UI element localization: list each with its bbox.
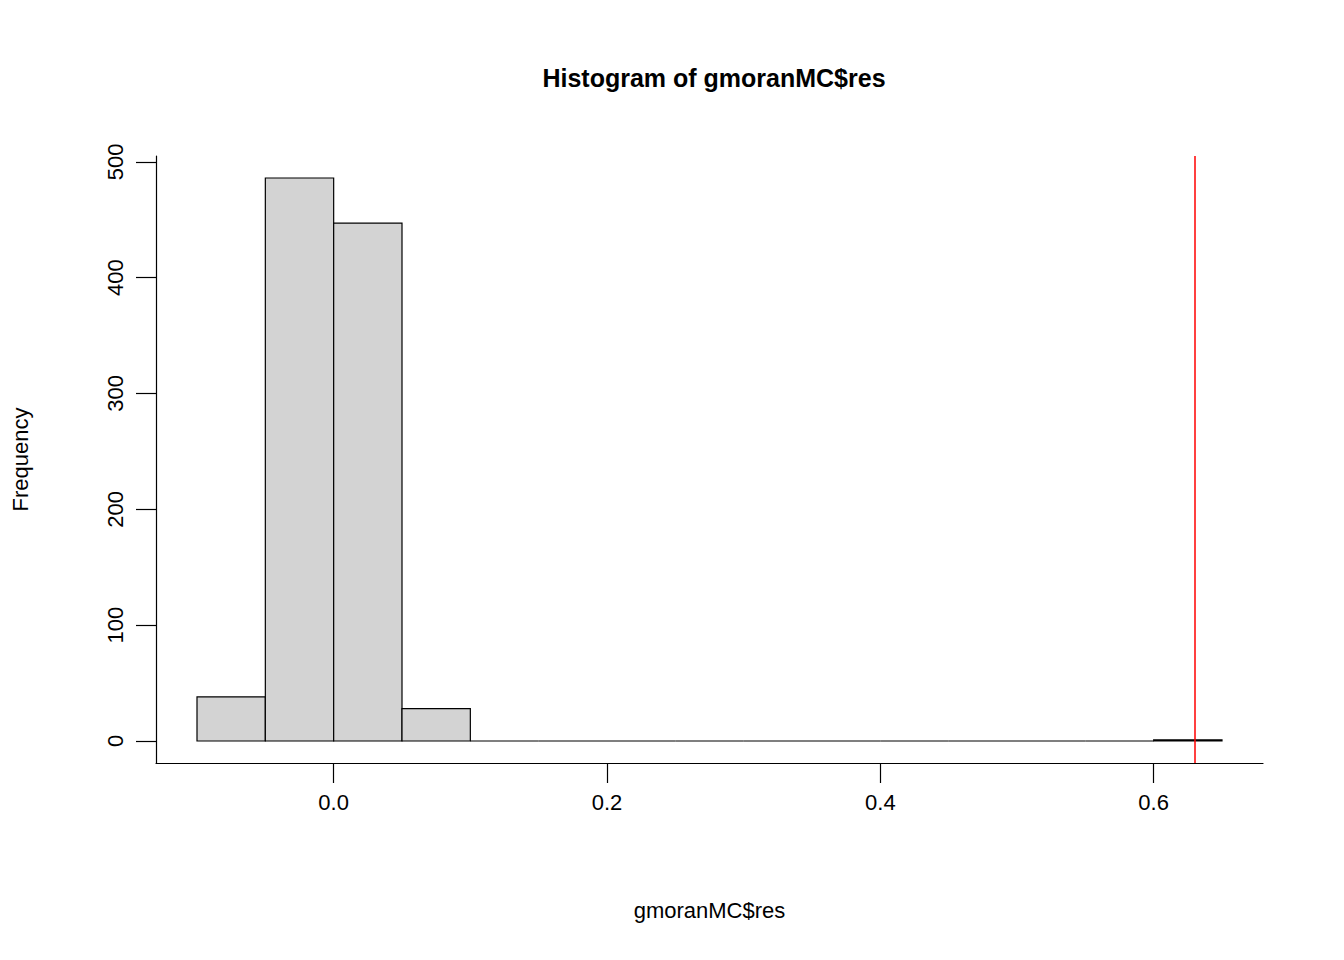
svg-text:0.6: 0.6 [1138,790,1169,815]
svg-text:0.2: 0.2 [592,790,623,815]
svg-text:400: 400 [103,259,128,296]
svg-text:Histogram of gmoranMC$res: Histogram of gmoranMC$res [542,64,885,92]
svg-text:Frequency: Frequency [8,408,33,512]
svg-text:200: 200 [103,491,128,528]
svg-text:500: 500 [103,143,128,180]
svg-text:0: 0 [103,735,128,747]
svg-text:0.0: 0.0 [318,790,349,815]
svg-text:gmoranMC$res: gmoranMC$res [634,898,786,923]
svg-text:0.4: 0.4 [865,790,896,815]
svg-text:300: 300 [103,375,128,412]
svg-text:100: 100 [103,607,128,644]
